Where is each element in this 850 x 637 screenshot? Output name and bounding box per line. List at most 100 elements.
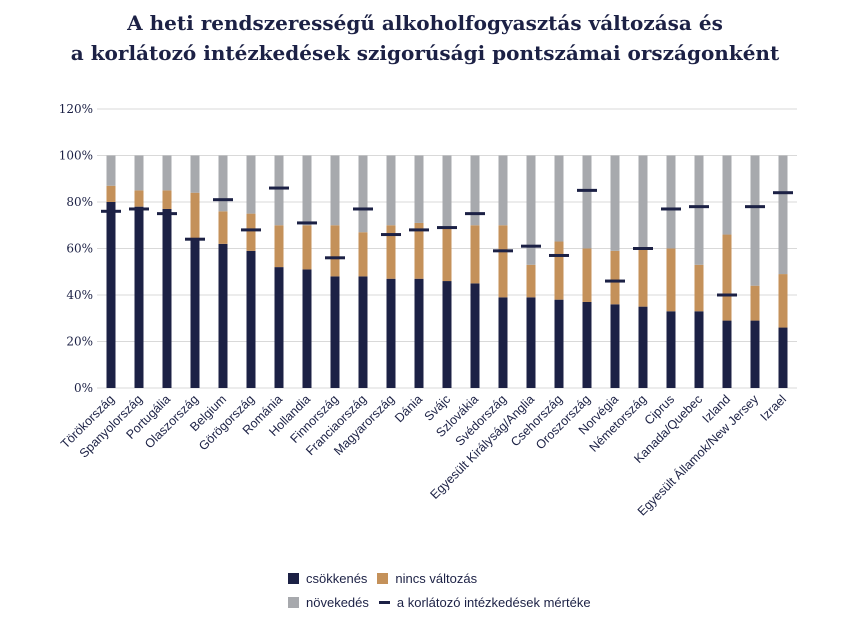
legend-item-nincs-valtozas: nincs változás — [377, 571, 477, 586]
x-tick-label: Izrael — [758, 392, 790, 424]
bar-segment-csokkenes — [358, 276, 368, 388]
bar-segment-novekedes — [722, 155, 732, 235]
restriction-marker — [773, 191, 793, 195]
bar-segment-novekedes — [498, 155, 508, 226]
restriction-marker — [493, 249, 513, 253]
bar-segment-nincs-valtozas — [302, 225, 312, 270]
bar-segment-novekedes — [638, 155, 648, 249]
restriction-marker — [605, 279, 625, 283]
x-tick-label: Dánia — [392, 392, 425, 425]
restriction-marker — [353, 207, 373, 211]
restriction-marker — [129, 207, 149, 211]
bar-segment-csokkenes — [610, 304, 620, 388]
bar-segment-csokkenes — [302, 269, 312, 388]
y-tick-label: 120% — [59, 102, 93, 116]
restriction-marker — [381, 233, 401, 237]
legend-label: növekedés — [306, 594, 369, 610]
chart-title: A heti rendszerességű alkoholfogyasztás … — [0, 8, 850, 68]
bar-segment-novekedes — [526, 155, 536, 265]
bar-segment-novekedes — [302, 155, 312, 226]
y-tick-label: 60% — [66, 242, 93, 256]
bar-segment-novekedes — [694, 155, 704, 265]
bar-segment-nincs-valtozas — [638, 248, 648, 307]
bar-segment-novekedes — [330, 155, 340, 226]
bar-segment-csokkenes — [218, 243, 228, 388]
restriction-marker — [661, 207, 681, 211]
bar-segment-nincs-valtozas — [666, 248, 676, 312]
bar-segment-novekedes — [778, 155, 788, 275]
legend-item-csokkenes: csökkenés — [288, 571, 367, 586]
bar-segment-nincs-valtozas — [498, 225, 508, 298]
bar-segment-nincs-valtozas — [106, 185, 116, 202]
bar-segment-novekedes — [442, 155, 452, 228]
title-line-1: A heti rendszerességű alkoholfogyasztás … — [127, 11, 723, 35]
bar-segment-novekedes — [414, 155, 424, 223]
chart-plot: 0%20%40%60%80%100%120%TörökországSpanyol… — [58, 102, 797, 519]
restriction-marker — [185, 237, 205, 241]
bar-segment-csokkenes — [414, 278, 424, 388]
bar-segment-novekedes — [162, 155, 172, 191]
bar-segment-nincs-valtozas — [218, 211, 228, 244]
bar-segment-novekedes — [246, 155, 256, 214]
bar-segment-csokkenes — [722, 320, 732, 388]
bar-segment-nincs-valtozas — [694, 264, 704, 312]
bar-segment-csokkenes — [274, 267, 284, 388]
legend-swatch — [288, 572, 299, 584]
restriction-marker — [689, 205, 709, 209]
title-line-2: a korlátozó intézkedések szigorúsági pon… — [70, 41, 780, 65]
bar-segment-novekedes — [554, 155, 564, 242]
bar-segment-novekedes — [386, 155, 396, 226]
bar-segment-csokkenes — [498, 297, 508, 388]
bar-segment-nincs-valtozas — [386, 225, 396, 279]
bar-segment-csokkenes — [190, 239, 200, 388]
bar-segment-nincs-valtozas — [162, 190, 172, 209]
y-tick-label: 100% — [59, 149, 93, 163]
restriction-marker — [409, 228, 429, 232]
bar-segment-novekedes — [470, 155, 480, 226]
restriction-marker — [577, 188, 597, 192]
bar-segment-nincs-valtozas — [134, 190, 144, 207]
bar-segment-nincs-valtozas — [722, 234, 732, 321]
bar-segment-nincs-valtozas — [554, 241, 564, 300]
y-tick-label: 0% — [74, 381, 93, 395]
bar-segment-novekedes — [358, 155, 368, 233]
bar-segment-novekedes — [666, 155, 676, 249]
restriction-marker — [521, 244, 541, 248]
restriction-marker — [717, 293, 737, 297]
bar-segment-novekedes — [134, 155, 144, 191]
restriction-marker — [241, 228, 261, 232]
bar-segment-csokkenes — [246, 250, 256, 388]
restriction-marker — [465, 212, 485, 216]
bar-segment-csokkenes — [526, 297, 536, 388]
legend: csökkenés nincs változás növekedés a kor… — [288, 566, 601, 614]
y-tick-label: 80% — [66, 195, 93, 209]
bar-segment-nincs-valtozas — [414, 222, 424, 279]
restriction-marker — [437, 226, 457, 230]
bar-segment-novekedes — [610, 155, 620, 251]
bar-segment-csokkenes — [694, 311, 704, 388]
restriction-marker — [101, 209, 121, 213]
bar-segment-nincs-valtozas — [330, 225, 340, 277]
legend-item-marker: a korlátozó intézkedések mértéke — [378, 595, 591, 610]
bar-segment-csokkenes — [134, 206, 144, 388]
bar-segment-csokkenes — [638, 306, 648, 388]
bar-segment-nincs-valtozas — [778, 274, 788, 328]
bar-segment-csokkenes — [106, 202, 116, 388]
bar-segment-novekedes — [190, 155, 200, 193]
bar-segment-csokkenes — [778, 327, 788, 388]
bar-segment-csokkenes — [386, 278, 396, 388]
restriction-marker — [157, 212, 177, 216]
bar-segment-novekedes — [218, 155, 228, 212]
legend-label: csökkenés — [306, 570, 368, 586]
bar-segment-novekedes — [274, 155, 284, 226]
restriction-marker — [633, 247, 653, 250]
bar-segment-csokkenes — [442, 281, 452, 388]
y-tick-label: 20% — [66, 335, 93, 349]
restriction-marker — [745, 205, 765, 209]
bar-segment-nincs-valtozas — [358, 232, 368, 277]
legend-swatch — [288, 596, 299, 608]
legend-label: nincs változás — [395, 570, 478, 586]
bar-segment-csokkenes — [162, 208, 172, 388]
legend-marker-line — [378, 600, 390, 604]
bar-segment-novekedes — [582, 155, 592, 249]
